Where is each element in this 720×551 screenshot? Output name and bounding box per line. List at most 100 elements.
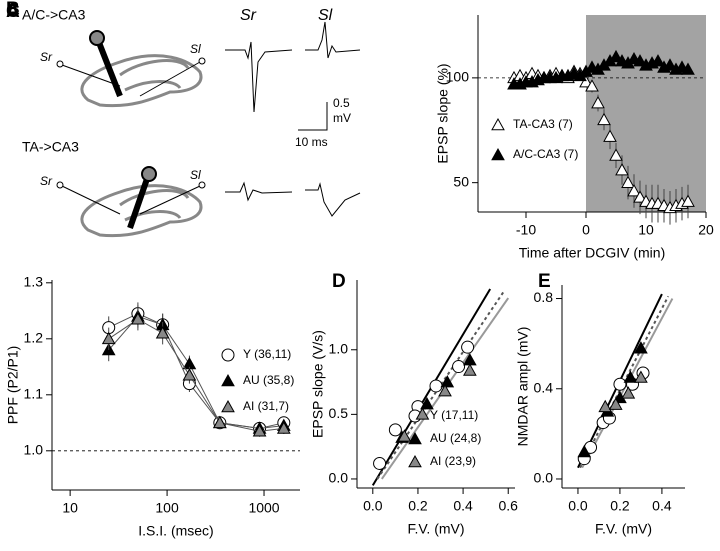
trace-header: Sl [318, 7, 333, 24]
x-tick-label: 1000 [248, 500, 279, 516]
panel-label: B [6, 0, 20, 20]
x-tick-label: 0.2 [610, 498, 630, 514]
x-axis-label: Time after DCGIV (min) [519, 245, 666, 261]
layer-label: Sr [40, 174, 53, 188]
marker [609, 148, 623, 161]
marker [591, 95, 605, 109]
trace [305, 182, 361, 217]
marker [397, 429, 412, 442]
legend-label: AI (31,7) [243, 399, 289, 413]
marker [603, 129, 617, 142]
marker [461, 340, 475, 354]
marker [663, 58, 677, 71]
stim-tip [56, 60, 64, 68]
marker [651, 54, 665, 67]
x-tick-label: 10 [62, 500, 78, 516]
y-tick-label: 1.0 [329, 340, 349, 356]
stim-electrode [61, 185, 121, 215]
legend-label: AU (24,8) [430, 431, 481, 445]
legend-marker [491, 117, 505, 131]
marker [373, 456, 387, 470]
marker [452, 360, 466, 374]
legend-label: A/C-CA3 (7) [513, 147, 578, 161]
electrode-tip [89, 30, 105, 46]
marker [182, 368, 197, 381]
panel-label: D [332, 271, 346, 292]
legend-label: TA-CA3 (7) [513, 117, 573, 131]
stim-electrode [139, 61, 201, 97]
shaded-period [586, 15, 706, 212]
trace-header: Sr [240, 7, 257, 24]
x-tick-label: 0.4 [453, 498, 473, 514]
marker [621, 386, 636, 399]
marker [415, 407, 430, 420]
marker [627, 184, 641, 197]
hippocampus [80, 184, 203, 238]
marker [633, 54, 647, 67]
marker [101, 331, 116, 345]
y-axis-label: EPSP slope (V/s) [310, 330, 326, 438]
y-tick-label: 0.8 [534, 289, 554, 305]
marker [429, 379, 443, 393]
legend-marker [491, 147, 505, 161]
marker [598, 399, 613, 413]
marker [615, 163, 629, 176]
stim-electrode [139, 185, 201, 215]
x-tick-label: 0.2 [408, 498, 428, 514]
legend-marker [221, 373, 235, 387]
marker [212, 415, 227, 429]
row-label: A/C->CA3 [22, 7, 86, 23]
x-axis-label: F.V. (mV) [595, 521, 652, 537]
trace [305, 21, 361, 59]
marker [440, 375, 455, 388]
x-tick-label: 0 [582, 222, 590, 238]
y-tick-label: 100 [446, 69, 470, 85]
y-tick-label: 0.0 [534, 470, 554, 486]
marker [577, 444, 592, 458]
x-axis-label: F.V. (mV) [407, 521, 464, 537]
legend-label: AU (35,8) [243, 373, 294, 387]
y-tick-label: 1.3 [24, 274, 44, 290]
x-tick-label: 100 [155, 500, 179, 516]
scale-label: 10 ms [295, 135, 328, 149]
marker [388, 423, 402, 437]
fit-line [376, 291, 505, 480]
scale-label: 0.5 [333, 96, 350, 110]
panel-label: A [6, 1, 20, 22]
x-tick-label: 0.4 [652, 498, 672, 514]
x-axis-label: I.S.I. (msec) [138, 523, 213, 539]
hippocampus [80, 54, 203, 108]
panel-label: E [538, 271, 551, 292]
y-tick-label: 0.5 [329, 405, 349, 421]
marker [276, 421, 291, 434]
marker [252, 424, 267, 437]
marker [585, 79, 599, 92]
y-tick-label: 0.4 [534, 379, 554, 395]
marker [633, 190, 647, 203]
y-axis-label: EPSP slope (%) [435, 63, 451, 163]
layer-label: Sl [190, 42, 201, 56]
marker [634, 370, 648, 383]
x-tick-label: 0.0 [568, 498, 588, 514]
marker [579, 75, 593, 88]
stim-tip [198, 57, 206, 65]
marker [681, 194, 695, 207]
y-axis-label: PPF (P2/P1) [5, 346, 21, 425]
marker [155, 326, 170, 339]
y-tick-label: 50 [453, 173, 469, 189]
trace [225, 41, 293, 113]
x-tick-label: 10 [638, 222, 654, 238]
legend-label: Y (36,11) [243, 347, 291, 361]
y-tick-label: 1.2 [24, 330, 44, 346]
legend-label: Y (17,11) [430, 408, 478, 422]
marker [609, 49, 623, 63]
legend-marker [221, 399, 235, 413]
marker [608, 397, 623, 410]
legend-marker [408, 454, 422, 468]
x-tick-label: 20 [698, 222, 714, 238]
marker [623, 370, 638, 383]
x-tick-label: -10 [516, 222, 536, 238]
layer-label: Sr [40, 50, 53, 64]
marker [438, 384, 452, 397]
